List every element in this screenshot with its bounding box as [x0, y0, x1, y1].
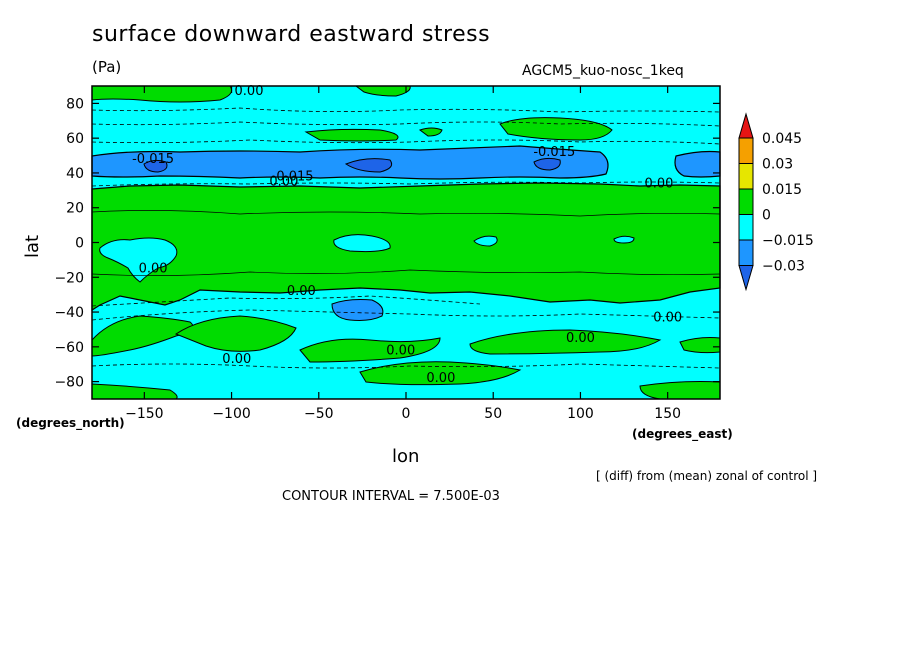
contour-label: 0.00 — [235, 84, 264, 99]
x-tick-label: 0 — [402, 406, 411, 422]
field-neg-core-3 — [533, 157, 561, 171]
contour-label: 0.00 — [222, 352, 251, 367]
contour-label: -0.015 — [132, 152, 174, 167]
contour-label: 0.00 — [653, 310, 682, 325]
chart-units: (Pa) — [92, 58, 122, 76]
x-tick-label: −150 — [125, 406, 163, 422]
contour-label: 0.00 — [139, 262, 168, 277]
y-tick-label: 60 — [66, 131, 84, 147]
contour-interval: CONTOUR INTERVAL = 7.500E-03 — [282, 489, 500, 504]
colorbar-label: −0.03 — [762, 259, 805, 275]
colorbar-segment — [738, 265, 754, 292]
colorbar-label: 0.03 — [762, 157, 793, 173]
field-neg-midlat-northeast — [674, 150, 721, 178]
y-tick-label: −20 — [54, 270, 84, 286]
x-axis-label: lon — [392, 446, 420, 467]
x-tick-label: 150 — [654, 406, 681, 422]
field-neg-core-south — [331, 299, 384, 321]
field-pos-south-3 — [299, 337, 441, 363]
colorbar-segment — [738, 188, 754, 215]
x-tick-label: 50 — [484, 406, 502, 422]
contour-label: -0.015 — [533, 145, 575, 160]
dashed-contours — [91, 107, 721, 369]
colorbar-segment — [738, 137, 754, 164]
contour-label: 0.00 — [269, 175, 298, 190]
contour-label: 0.00 — [566, 331, 595, 346]
field-negative-equator-2 — [473, 235, 498, 247]
field-pos-south-2 — [174, 315, 297, 352]
y-tick-label: 20 — [66, 201, 84, 217]
y-tick-label: −80 — [54, 375, 84, 391]
colorbar-label: 0 — [762, 208, 771, 224]
field-pos-south-4 — [469, 329, 662, 355]
y-tick-label: 80 — [66, 96, 84, 112]
solid-contours — [91, 210, 721, 276]
field-negative-equator-1 — [333, 234, 391, 253]
field-pos-south-6 — [359, 361, 522, 386]
contour-label: 0.00 — [426, 371, 455, 386]
colorbar-segment — [738, 163, 754, 190]
x-tick-label: 100 — [567, 406, 594, 422]
y-tick-label: −60 — [54, 340, 84, 356]
field-pos-north-3 — [418, 127, 443, 137]
contour-label: -0.015 — [272, 169, 314, 184]
contour-label: 0.00 — [287, 284, 316, 299]
contour-label: 0.00 — [386, 343, 415, 358]
field-pos-arctic-1 — [91, 85, 233, 103]
y-tick-label: 40 — [66, 166, 84, 182]
x-axis-units: (degrees_east) — [632, 427, 733, 441]
colorbar-segment — [738, 112, 754, 139]
y-tick-label: −40 — [54, 305, 84, 321]
axis-tick-labels: −150 −100 −50 0 50 100 150 80 60 40 20 0 −20 −40 −60 −8… — [54, 96, 681, 422]
colorbar-label: 0.045 — [762, 131, 802, 147]
difference-note: [ (diff) from (mean) zonal of control ] — [596, 469, 818, 483]
field-neg-core-2 — [344, 158, 393, 173]
colorbar: 0.045 0.03 0.015 0 −0.015 −0.03 — [738, 112, 814, 292]
contour-label: 0.00 — [644, 176, 673, 191]
axis-ticks — [92, 86, 720, 399]
colorbar-label: −0.015 — [762, 233, 814, 249]
experiment-label: AGCM5_kuo-nosc_1keq — [522, 63, 684, 79]
field-pos-north-2 — [304, 128, 399, 142]
field-positive-tropics — [91, 182, 721, 312]
field-pos-arctic-2 — [354, 85, 411, 97]
field-negative-equator-3 — [613, 235, 635, 244]
colorbar-label: 0.015 — [762, 182, 802, 198]
x-tick-label: −50 — [304, 406, 334, 422]
field-neg-core-1 — [143, 159, 168, 173]
chart-title: surface downward eastward stress — [92, 22, 491, 47]
field-negative-west — [99, 237, 178, 283]
x-tick-label: −100 — [212, 406, 250, 422]
field-pos-antarctic-2 — [639, 381, 721, 400]
colorbar-segment — [738, 214, 754, 241]
y-axis-units: (degrees_north) — [16, 416, 125, 430]
y-tick-label: 0 — [75, 236, 84, 252]
y-axis-label: lat — [22, 234, 43, 258]
colorbar-segment — [738, 239, 754, 266]
